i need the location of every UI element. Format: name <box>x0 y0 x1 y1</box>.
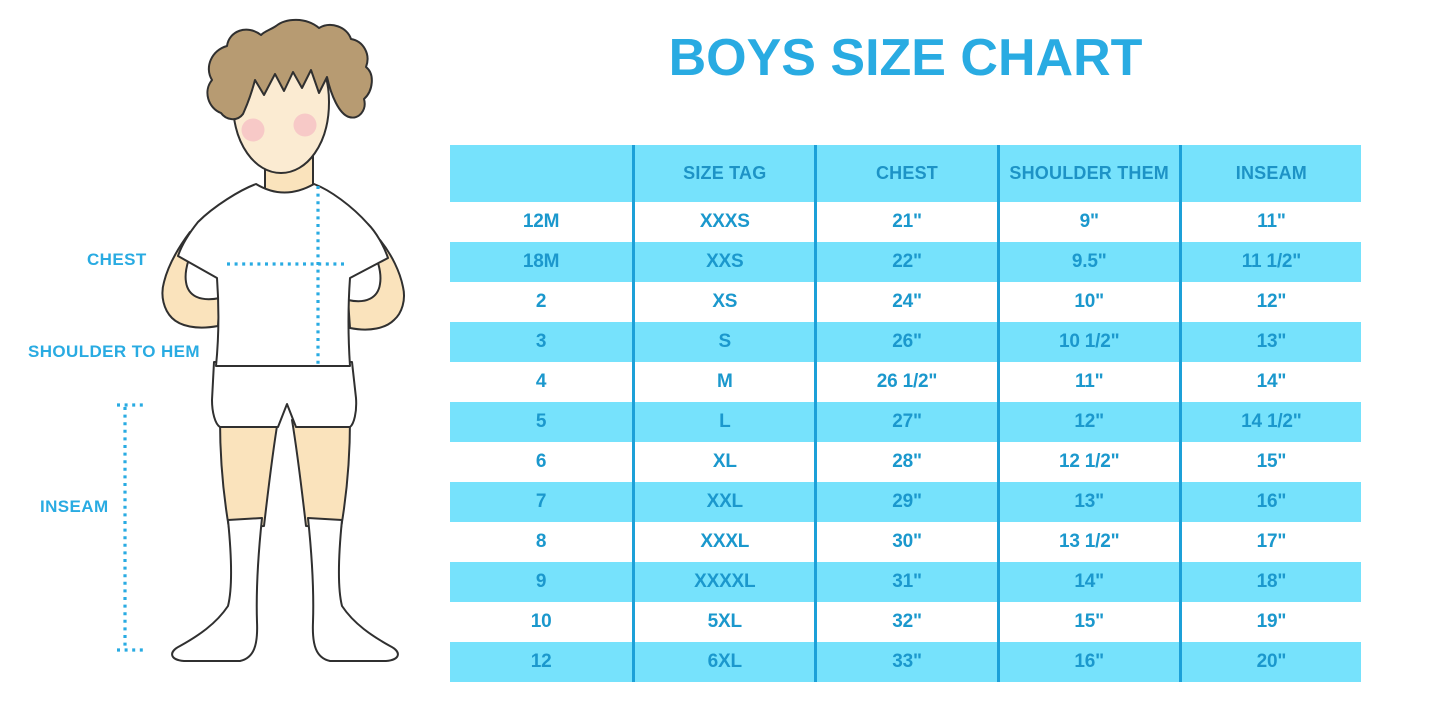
page-title: BOYS SIZE CHART <box>668 29 1143 87</box>
boy-left-leg <box>219 419 279 529</box>
table-cell: 20" <box>1178 642 1361 682</box>
figure-area: CHEST SHOULDER TO HEM INSEAM <box>0 0 450 723</box>
table-cell: 26 1/2" <box>814 362 996 402</box>
table-cell: 11" <box>996 362 1179 402</box>
size-cell: 9 <box>450 562 633 602</box>
boy-tshirt <box>177 183 389 367</box>
table-cell: 21" <box>814 202 996 242</box>
size-cell: 12 <box>450 642 633 682</box>
size-cell: 4 <box>535 371 547 392</box>
table-cell: 10 1/2" <box>996 322 1179 362</box>
table-cell: 11 1/2" <box>1178 242 1361 282</box>
table-cell: 15" <box>996 602 1179 642</box>
size-cell: 5 <box>450 402 633 442</box>
table-cell: 14" <box>1178 362 1361 402</box>
table-cell: XXXS <box>632 202 814 242</box>
boy-shorts <box>211 361 358 428</box>
table-cell: 12" <box>1178 282 1361 322</box>
table-cell: 31" <box>814 562 997 602</box>
table-cell: XS <box>632 282 814 322</box>
table-cell: M <box>632 362 814 402</box>
boy-left-sock <box>171 517 263 662</box>
table-cell: 9.5" <box>996 242 1179 282</box>
size-cell: 8 <box>535 531 547 552</box>
inseam-label: INSEAM <box>40 497 109 516</box>
table-cell: 16" <box>996 642 1179 682</box>
table-cell: 16" <box>1178 482 1361 522</box>
boy-blush-left <box>241 118 265 142</box>
boy-right-sock <box>307 517 399 662</box>
table-cell: 26" <box>814 322 997 362</box>
table-cell: 28" <box>814 442 996 482</box>
size-cell: 18M <box>450 242 633 282</box>
boy-right-leg <box>291 419 351 529</box>
size-cell: 10 <box>530 611 552 632</box>
table-cell: 6XL <box>632 642 815 682</box>
table-cell: 13 1/2" <box>996 522 1179 562</box>
table-cell: XXXL <box>632 522 814 562</box>
size-cell: 2 <box>535 291 547 312</box>
size-cell: 12M <box>522 211 560 232</box>
table-cell: 18" <box>1178 562 1361 602</box>
table-cell: 27" <box>814 402 997 442</box>
table-cell: 29" <box>814 482 997 522</box>
size-cell: 6 <box>535 451 547 472</box>
table-cell: 10" <box>996 282 1179 322</box>
boy-left-arm <box>161 231 221 329</box>
boy-right-arm <box>347 239 405 331</box>
table-cell: XXL <box>632 482 815 522</box>
table-cell: 22" <box>814 242 997 282</box>
table-cell: 13" <box>1178 322 1361 362</box>
table-cell: 12 1/2" <box>996 442 1179 482</box>
boy-blush-right <box>293 113 317 137</box>
table-cell: 17" <box>1178 522 1361 562</box>
table-cell: XL <box>632 442 814 482</box>
table-cell: 12" <box>996 402 1179 442</box>
shoulder-to-hem-label: SHOULDER TO HEM <box>28 342 200 361</box>
boy-hair <box>206 18 373 121</box>
table-cell: 30" <box>814 522 996 562</box>
table-cell: 32" <box>814 602 996 642</box>
header-cell: SIZE TAG <box>632 145 815 202</box>
header-cell <box>450 145 633 202</box>
table-cell: 19" <box>1178 602 1361 642</box>
size-cell: 3 <box>450 322 633 362</box>
table-cell: 13" <box>996 482 1179 522</box>
table-cell: 14 1/2" <box>1178 402 1361 442</box>
table-cell: XXXXL <box>632 562 815 602</box>
table-cell: 5XL <box>632 602 814 642</box>
table-cell: L <box>632 402 815 442</box>
table-cell: 14" <box>996 562 1179 602</box>
header-cell: INSEAM <box>1178 145 1361 202</box>
table-cell: XXS <box>632 242 815 282</box>
table-cell: 33" <box>814 642 997 682</box>
header-cell: SHOULDER THEM <box>996 145 1179 202</box>
size-cell: 7 <box>450 482 633 522</box>
table-cell: 9" <box>996 202 1179 242</box>
table-cell: 11" <box>1178 202 1361 242</box>
table-cell: S <box>632 322 815 362</box>
table-cell: 15" <box>1178 442 1361 482</box>
header-cell: CHEST <box>814 145 997 202</box>
table-cell: 24" <box>814 282 996 322</box>
size-table: SIZE TAG CHEST SHOULDER THEM INSEAM 12M XXXS 2… <box>450 145 1361 682</box>
boy-illustration-icon <box>117 18 405 662</box>
chest-label: CHEST <box>87 250 147 269</box>
